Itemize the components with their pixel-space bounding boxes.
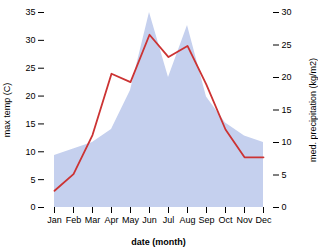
svg-text:25: 25 xyxy=(282,40,292,50)
svg-text:10: 10 xyxy=(282,137,292,147)
svg-text:5: 5 xyxy=(30,175,35,185)
svg-text:0: 0 xyxy=(30,202,35,212)
svg-text:med. precipitation (kg/m2): med. precipitation (kg/m2) xyxy=(308,58,318,162)
svg-text:date (month): date (month) xyxy=(131,237,186,247)
svg-text:15: 15 xyxy=(25,119,35,129)
svg-text:20: 20 xyxy=(282,72,292,82)
svg-text:35: 35 xyxy=(25,7,35,17)
svg-text:Jan: Jan xyxy=(47,215,62,225)
svg-text:Mar: Mar xyxy=(85,215,101,225)
svg-text:Sep: Sep xyxy=(198,215,214,225)
svg-text:max temp (C): max temp (C) xyxy=(2,83,12,138)
svg-text:May: May xyxy=(122,215,140,225)
svg-text:30: 30 xyxy=(25,35,35,45)
svg-text:0: 0 xyxy=(282,202,287,212)
svg-text:Jul: Jul xyxy=(163,215,175,225)
svg-text:20: 20 xyxy=(25,91,35,101)
svg-text:5: 5 xyxy=(282,170,287,180)
svg-text:Oct: Oct xyxy=(218,215,233,225)
svg-text:Aug: Aug xyxy=(179,215,195,225)
svg-text:Dec: Dec xyxy=(255,215,272,225)
svg-text:10: 10 xyxy=(25,147,35,157)
svg-text:Feb: Feb xyxy=(66,215,82,225)
svg-text:30: 30 xyxy=(282,7,292,17)
svg-text:Nov: Nov xyxy=(236,215,253,225)
svg-text:15: 15 xyxy=(282,105,292,115)
svg-text:25: 25 xyxy=(25,63,35,73)
svg-text:Jun: Jun xyxy=(142,215,157,225)
svg-text:Apr: Apr xyxy=(104,215,118,225)
